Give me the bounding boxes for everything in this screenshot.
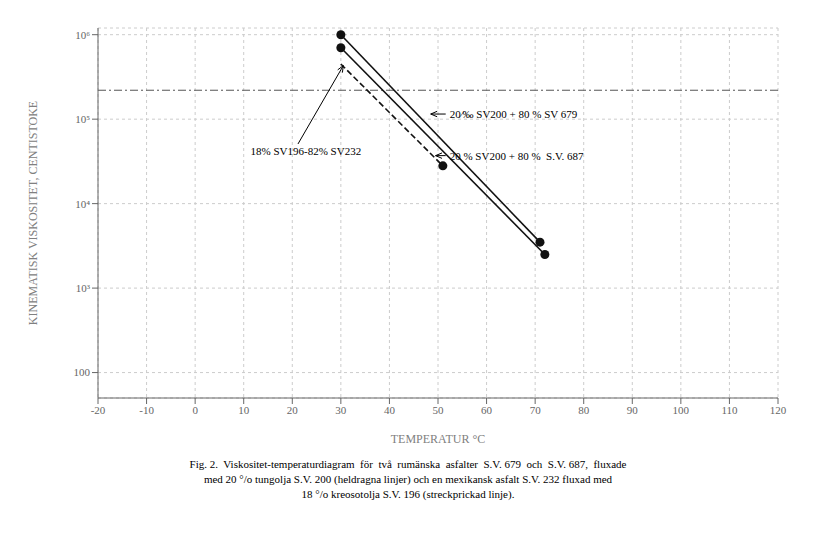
svg-text:10: 10 <box>238 404 250 416</box>
svg-text:0: 0 <box>192 404 198 416</box>
svg-text:20 % SV200 + 80 % S.V. 687: 20 % SV200 + 80 % S.V. 687 <box>450 150 584 162</box>
svg-text:100: 100 <box>673 404 690 416</box>
svg-text:-10: -10 <box>139 404 154 416</box>
svg-text:-20: -20 <box>91 404 106 416</box>
svg-text:40: 40 <box>384 404 396 416</box>
svg-text:20⁄‰ SV200 + 80 % SV 679: 20⁄‰ SV200 + 80 % SV 679 <box>450 108 578 120</box>
svg-text:110: 110 <box>721 404 738 416</box>
svg-text:10³: 10³ <box>76 282 91 294</box>
svg-text:KINEMATISK VISKOSITET, CENTIST: KINEMATISK VISKOSITET, CENTISTOKE <box>26 101 40 325</box>
svg-text:18% SV196-82% SV232: 18% SV196-82% SV232 <box>251 145 362 157</box>
svg-text:70: 70 <box>530 404 542 416</box>
svg-text:50: 50 <box>433 404 445 416</box>
svg-text:90: 90 <box>627 404 639 416</box>
html-text:18 °/o kreosotolja S.V. 196 (s: 18 °/o kreosotolja S.V. 196 (streckprick… <box>301 488 515 500</box>
svg-text:60: 60 <box>481 404 493 416</box>
svg-text:30: 30 <box>335 404 347 416</box>
html-text:med 20 °/o tungolja S.V. 200 (: med 20 °/o tungolja S.V. 200 (heldragna … <box>203 473 613 485</box>
svg-text:80: 80 <box>578 404 590 416</box>
svg-text:120: 120 <box>770 404 787 416</box>
html-text:Fig. 2. Viskositet-temperaturd: Fig. 2. Viskositet-temperaturdiagram för… <box>189 458 627 470</box>
svg-text:10⁵: 10⁵ <box>75 113 90 125</box>
svg-text:10⁴: 10⁴ <box>75 198 90 210</box>
svg-text:20: 20 <box>287 404 299 416</box>
svg-text:10⁶: 10⁶ <box>75 29 90 41</box>
svg-text:100: 100 <box>74 366 91 378</box>
svg-text:TEMPERATUR °C: TEMPERATUR °C <box>391 432 485 446</box>
